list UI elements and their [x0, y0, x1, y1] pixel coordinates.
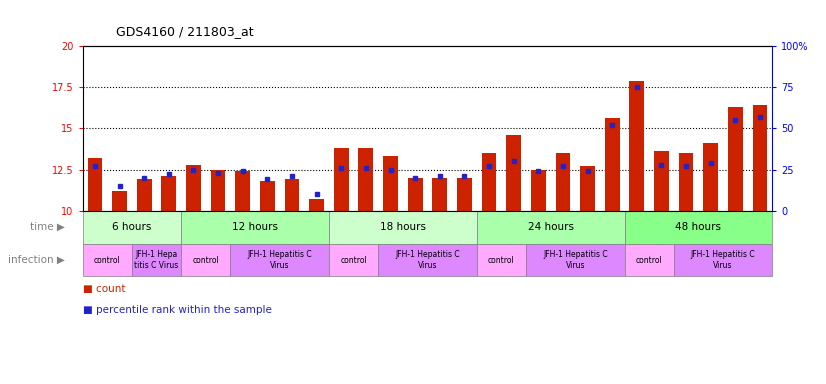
Bar: [506, 135, 521, 211]
Bar: [112, 191, 127, 211]
Bar: [260, 181, 275, 211]
Text: JFH-1 Hepatitis C
Virus: JFH-1 Hepatitis C Virus: [247, 250, 312, 270]
Bar: [83, 211, 181, 243]
Text: 6 hours: 6 hours: [112, 222, 151, 232]
Bar: [679, 153, 694, 211]
Text: control: control: [340, 255, 367, 265]
Bar: [329, 211, 477, 243]
Bar: [624, 211, 772, 243]
Bar: [230, 243, 329, 276]
Text: infection ▶: infection ▶: [8, 255, 65, 265]
Bar: [358, 148, 373, 211]
Bar: [432, 178, 447, 211]
Bar: [605, 119, 620, 211]
Text: ■ count: ■ count: [83, 284, 125, 294]
Text: control: control: [488, 255, 515, 265]
Bar: [654, 151, 669, 211]
Bar: [477, 211, 624, 243]
Text: control: control: [94, 255, 121, 265]
Text: control: control: [636, 255, 662, 265]
Bar: [309, 199, 324, 211]
Bar: [181, 211, 329, 243]
Bar: [624, 243, 674, 276]
Bar: [383, 156, 398, 211]
Text: control: control: [192, 255, 219, 265]
Bar: [329, 243, 378, 276]
Bar: [674, 243, 772, 276]
Bar: [752, 105, 767, 211]
Text: 12 hours: 12 hours: [232, 222, 278, 232]
Text: JFH-1 Hepatitis C
Virus: JFH-1 Hepatitis C Virus: [691, 250, 755, 270]
Bar: [83, 243, 132, 276]
Bar: [132, 243, 181, 276]
Bar: [334, 148, 349, 211]
Text: GDS4160 / 211803_at: GDS4160 / 211803_at: [116, 25, 254, 38]
Bar: [137, 179, 152, 211]
Bar: [728, 107, 743, 211]
Bar: [186, 165, 201, 211]
Text: 18 hours: 18 hours: [380, 222, 426, 232]
Bar: [408, 178, 423, 211]
Text: time ▶: time ▶: [31, 222, 65, 232]
Bar: [531, 169, 546, 211]
Bar: [580, 166, 595, 211]
Text: 24 hours: 24 hours: [528, 222, 573, 232]
Bar: [88, 158, 102, 211]
Text: JFH-1 Hepa
titis C Virus: JFH-1 Hepa titis C Virus: [135, 250, 178, 270]
Bar: [378, 243, 477, 276]
Text: JFH-1 Hepatitis C
Virus: JFH-1 Hepatitis C Virus: [395, 250, 460, 270]
Bar: [161, 176, 176, 211]
Bar: [181, 243, 230, 276]
Bar: [526, 243, 624, 276]
Text: ■ percentile rank within the sample: ■ percentile rank within the sample: [83, 305, 272, 315]
Bar: [703, 143, 718, 211]
Bar: [211, 169, 225, 211]
Bar: [457, 178, 472, 211]
Bar: [629, 81, 644, 211]
Bar: [477, 243, 526, 276]
Text: JFH-1 Hepatitis C
Virus: JFH-1 Hepatitis C Virus: [543, 250, 608, 270]
Bar: [235, 171, 250, 211]
Text: 48 hours: 48 hours: [676, 222, 721, 232]
Bar: [482, 153, 496, 211]
Bar: [285, 179, 299, 211]
Bar: [556, 153, 570, 211]
